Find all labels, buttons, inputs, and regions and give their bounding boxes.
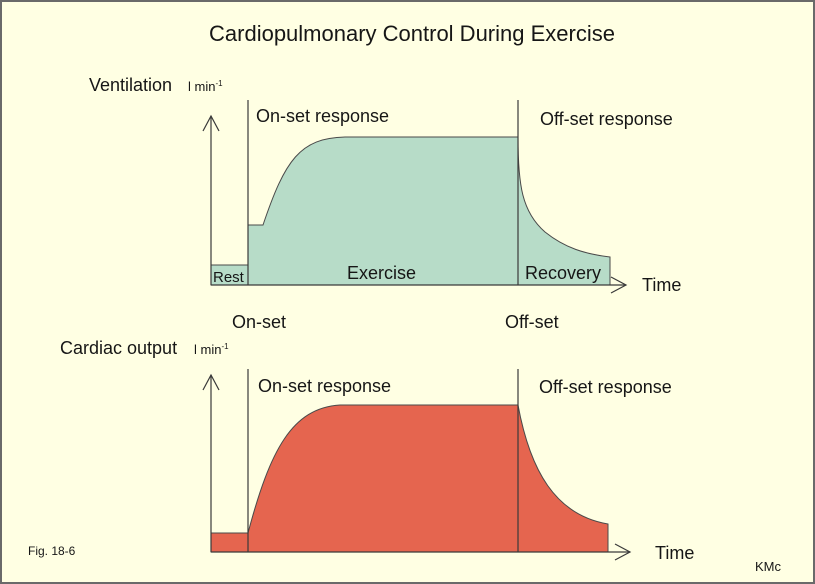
ventilation-recovery-area <box>517 136 611 286</box>
figure-title: Cardiopulmonary Control During Exercise <box>209 21 615 46</box>
ventilation-panel: Ventilation l min-1 On-set response Off-… <box>89 75 681 295</box>
cardiac-output-unit-label: l min-1 <box>194 342 229 357</box>
ventilation-unit-label: l min-1 <box>188 79 223 94</box>
figure-number-label: Fig. 18-6 <box>28 544 76 558</box>
offset-marker-label: Off-set <box>505 312 559 332</box>
ventilation-offset-response-label: Off-set response <box>540 109 673 129</box>
cardiac-output-unit-exponent: -1 <box>221 342 229 351</box>
cardiac-output-axis-label: Cardiac output <box>60 338 177 358</box>
ventilation-x-axis-arrowhead <box>610 276 628 294</box>
onset-marker-label: On-set <box>232 312 286 332</box>
recovery-phase-label: Recovery <box>525 263 601 283</box>
rest-phase-label: Rest <box>213 269 245 286</box>
cardiac-output-x-axis-arrowhead <box>614 543 632 561</box>
cardiac-output-offset-response-label: Off-set response <box>539 377 672 397</box>
cardiac-output-time-label: Time <box>655 543 694 563</box>
cardiac-output-panel: Cardiac output l min-1 On-set response O… <box>60 338 694 563</box>
ventilation-y-axis-arrowhead <box>202 114 220 132</box>
ventilation-unit-text: l min <box>188 79 215 94</box>
ventilation-exercise-area <box>247 136 519 286</box>
cardiac-output-y-axis-arrowhead <box>202 373 220 391</box>
exercise-phase-label: Exercise <box>347 263 416 283</box>
ventilation-unit-exponent: -1 <box>215 79 223 88</box>
ventilation-time-label: Time <box>642 275 681 295</box>
author-credit: KMc <box>755 559 782 574</box>
ventilation-onset-response-label: On-set response <box>256 106 389 126</box>
cardiac-output-onset-response-label: On-set response <box>258 376 391 396</box>
cardiac-output-rest-area <box>210 532 249 553</box>
ventilation-axis-label: Ventilation <box>89 75 172 95</box>
cardiac-output-unit-text: l min <box>194 342 221 357</box>
